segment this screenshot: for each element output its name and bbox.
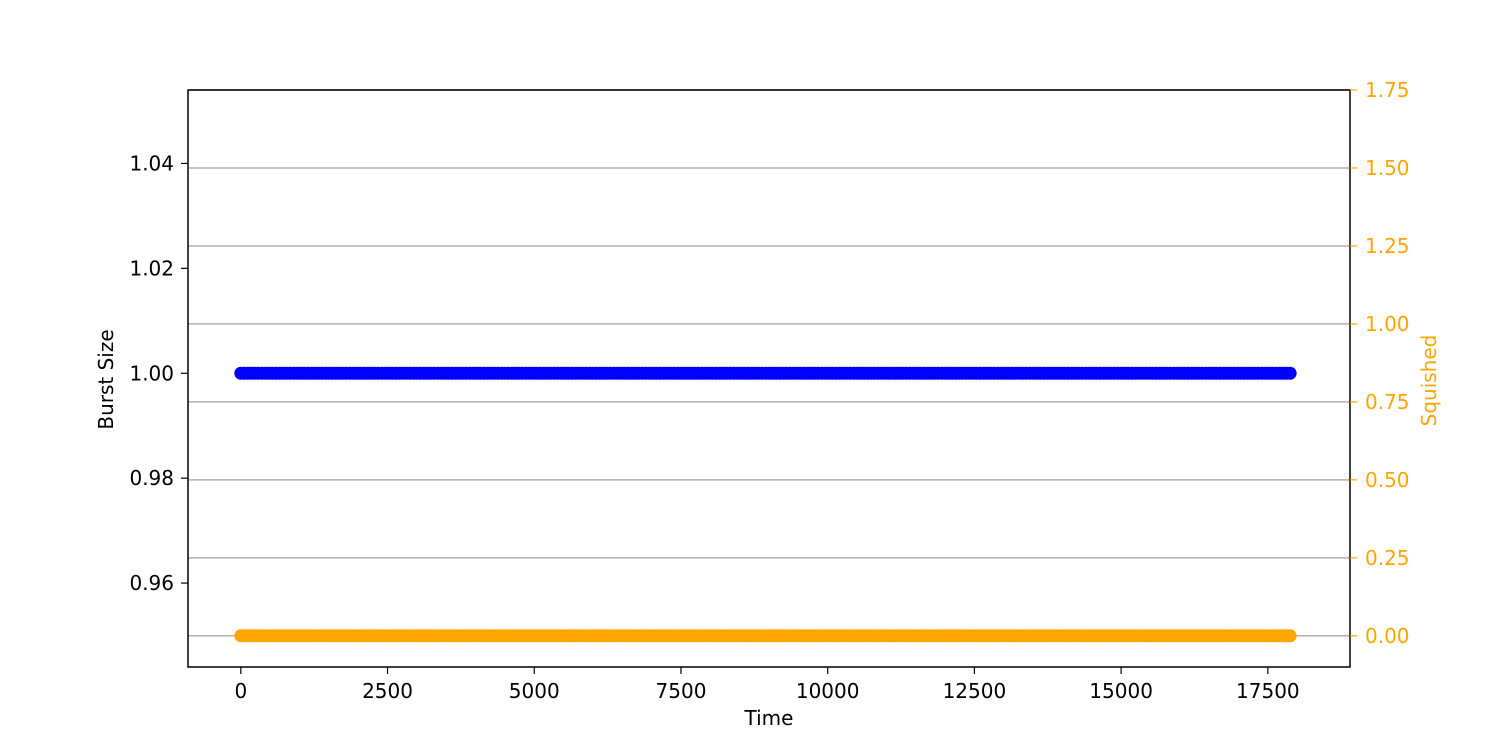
series-burst-size: [234, 366, 1297, 380]
left-tick-label: 1.00: [129, 361, 174, 385]
data-series: [234, 366, 1297, 643]
right-tick-label: 1.00: [1365, 312, 1410, 336]
x-axis-label: Time: [744, 706, 794, 730]
left-tick-label: 0.96: [129, 571, 174, 595]
series-squished: [234, 629, 1297, 643]
right-tick-label: 0.50: [1365, 468, 1410, 492]
grid-lines: [188, 89, 1350, 637]
plot-frame: [187, 89, 1351, 668]
x-tick-label: 7500: [656, 679, 707, 703]
right-y-axis-label: Squished: [1417, 335, 1441, 427]
right-tick-label: 0.75: [1365, 390, 1410, 414]
x-tick-label: 5000: [509, 679, 560, 703]
left-y-axis: 0.96 0.98 1.00 1.02 1.04: [129, 151, 188, 595]
right-tick-label: 1.75: [1365, 78, 1410, 102]
left-tick-label: 1.02: [129, 256, 174, 280]
x-tick-label: 17500: [1236, 679, 1300, 703]
data-point: [1283, 629, 1297, 643]
right-tick-label: 1.25: [1365, 234, 1410, 258]
x-tick-label: 0: [234, 679, 247, 703]
x-tick-label: 10000: [796, 679, 860, 703]
right-y-axis: 0.00 0.25 0.50 0.75 1.00 1.25 1.50 1.75: [1350, 78, 1410, 648]
data-point: [1283, 366, 1297, 380]
right-tick-label: 0.25: [1365, 546, 1410, 570]
right-tick-label: 1.50: [1365, 156, 1410, 180]
x-tick-label: 12500: [943, 679, 1007, 703]
left-tick-label: 0.98: [129, 466, 174, 490]
left-y-axis-label: Burst Size: [94, 329, 118, 429]
right-tick-label: 0.00: [1365, 624, 1410, 648]
left-tick-label: 1.04: [129, 151, 174, 175]
x-tick-label: 2500: [362, 679, 413, 703]
x-tick-label: 15000: [1089, 679, 1153, 703]
x-axis: 0 2500 5000 7500 10000 12500 15000 17500: [234, 667, 1300, 703]
